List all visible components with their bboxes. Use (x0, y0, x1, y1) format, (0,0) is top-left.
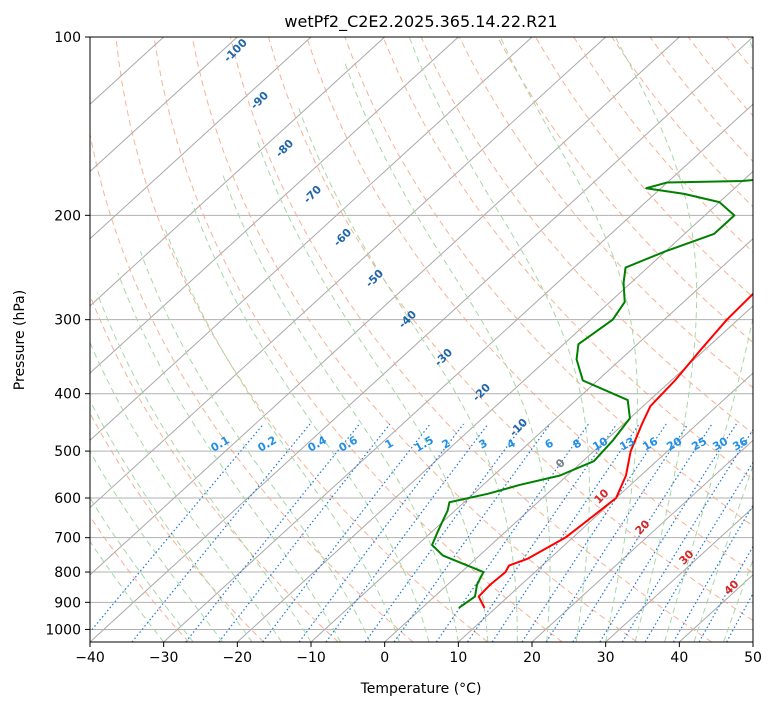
isotherms (90, 37, 753, 642)
isotherm-line (605, 506, 753, 642)
isotherm-line (90, 37, 238, 173)
y-axis-title: Pressure (hPa) (12, 290, 28, 390)
dry-adiabat-line (115, 37, 488, 642)
y-tick-label: 900 (54, 595, 81, 611)
mixing-ratio-line (185, 423, 360, 642)
x-tick-label: 10 (449, 650, 467, 666)
x-tick-label: 50 (744, 650, 762, 666)
y-tick-label: 1000 (45, 622, 81, 638)
moist-adiabat-line (408, 37, 590, 642)
moist-adiabat-line (297, 104, 518, 642)
moist-adiabat-line (693, 464, 753, 642)
profile-series (431, 179, 753, 609)
x-tick-label: −10 (296, 650, 326, 666)
x-tick-label: −30 (149, 650, 179, 666)
mixing-ratio-line (131, 423, 311, 642)
mixing-ratio-line (726, 592, 753, 642)
moist-adiabat-line (90, 341, 282, 642)
mixing-ratio-line (621, 428, 753, 642)
mixing-ratio-line (218, 423, 391, 642)
dewpoint-profile-line (431, 179, 753, 609)
moist-adiabat-line (499, 37, 638, 642)
dry-adiabat-line (344, 37, 753, 527)
temperature-profile-line (477, 292, 753, 609)
dry-adiabat-line (153, 37, 563, 642)
y-axis: 100 200 300 400 500 600 700 800 900 1000 (45, 30, 90, 638)
mixing-ratio-line (90, 423, 265, 634)
isotherm-line (236, 170, 753, 642)
dry-adiabat-line (306, 37, 753, 574)
mixing-ratio-lines (90, 423, 753, 642)
mixing-ratio-line (698, 545, 753, 642)
moist-adiabat-line (344, 61, 551, 642)
moist-adiabat-line (614, 37, 698, 642)
moist-adiabat-line (164, 227, 400, 642)
mixing-ratio-line (467, 423, 618, 642)
x-axis: −40 −30 −20 −10 0 10 20 30 40 50 (75, 642, 762, 666)
x-axis-title: Temperature (°C) (360, 681, 482, 697)
isotherm-line (90, 37, 312, 240)
isotherm-line (90, 37, 753, 642)
isotherm-line (90, 37, 533, 442)
mixing-ratio-line (644, 461, 753, 642)
dry-adiabat-line (90, 131, 414, 642)
moist-adiabat-line (96, 292, 312, 642)
mixing-ratio-line (599, 423, 737, 642)
moist-adiabat-line (90, 450, 224, 642)
moist-adiabat-line (191, 201, 430, 642)
x-tick-label: −20 (223, 650, 253, 666)
x-tick-label: 40 (670, 650, 688, 666)
y-tick-label: 600 (54, 491, 81, 507)
dry-adiabat-line (90, 412, 264, 642)
isotherm-line (531, 439, 753, 642)
y-tick-label: 300 (54, 313, 81, 329)
y-tick-label: 400 (54, 387, 81, 403)
y-tick-label: 700 (54, 531, 81, 547)
mixing-ratio-line (435, 423, 590, 642)
y-tick-label: 200 (54, 208, 81, 224)
dry-adiabat-line (535, 37, 753, 298)
x-tick-label: 0 (380, 650, 389, 666)
moist-adiabat-line (664, 37, 753, 642)
x-tick-label: 30 (597, 650, 615, 666)
moist-adiabat-line (90, 540, 165, 642)
dry-adiabat-line (90, 515, 190, 642)
moist-adiabat-line (117, 272, 341, 642)
isotherm-line (163, 103, 753, 642)
moist-adiabat-line (90, 399, 253, 642)
isotherm-line (90, 37, 459, 374)
isotherm-line (384, 305, 753, 642)
mixing-ratio-line (262, 423, 431, 642)
isotherm-line (457, 372, 753, 642)
y-tick-label: 800 (54, 565, 81, 581)
dry-adiabat-line (497, 37, 753, 344)
plot-frame (89, 36, 754, 643)
x-tick-label: 20 (523, 650, 541, 666)
isotherm-line (310, 237, 753, 642)
y-tick-label: 100 (54, 30, 81, 46)
moist-adiabats (90, 37, 753, 642)
mixing-ratio-line (491, 423, 640, 642)
mixing-ratio-line (393, 423, 551, 642)
mixing-ratio-line (364, 423, 525, 642)
dry-adiabat-line (191, 37, 638, 642)
isotherm-line (90, 37, 607, 509)
moist-adiabat-line (723, 558, 753, 642)
mixing-ratio-line (572, 423, 713, 642)
isotherm-line (90, 37, 680, 576)
isotherm-line (90, 37, 386, 307)
x-tick-label: −40 (75, 650, 105, 666)
chart-title: wetPf2_C2E2.2025.365.14.22.R21 (284, 12, 557, 32)
y-tick-label: 500 (54, 444, 81, 460)
mixing-ratio-line (298, 423, 465, 642)
